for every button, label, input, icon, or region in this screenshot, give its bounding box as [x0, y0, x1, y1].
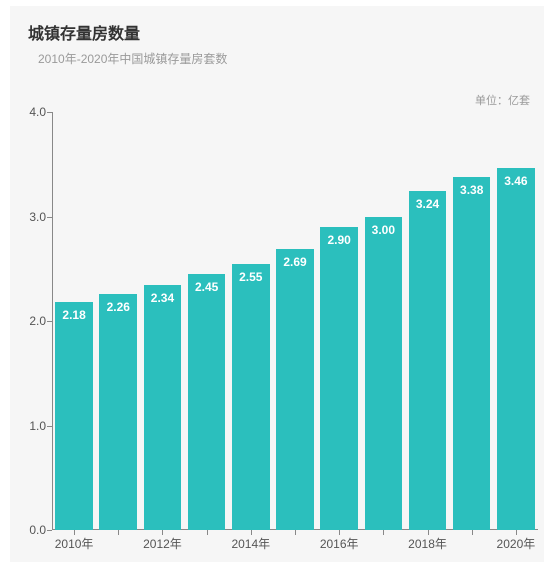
x-tick-mark [118, 530, 119, 535]
x-tick-mark [472, 530, 473, 535]
bar: 2.18 [55, 302, 93, 530]
y-tick-label: 3.0 [18, 210, 46, 224]
bar: 2.34 [144, 285, 182, 530]
bar: 2.90 [320, 227, 358, 530]
x-tick-label: 2010年 [55, 535, 94, 552]
bar: 3.24 [409, 191, 447, 530]
y-tick-mark [47, 112, 52, 113]
chart-plot-area: 0.01.02.03.04.02.182.262.342.452.552.692… [52, 112, 538, 530]
bar: 2.69 [276, 249, 314, 530]
bar-value-label: 3.46 [497, 174, 535, 188]
bar-value-label: 3.00 [365, 223, 403, 237]
chart-unit-label: 单位：亿套 [475, 92, 530, 108]
bar-value-label: 2.34 [144, 291, 182, 305]
bar: 3.46 [497, 168, 535, 530]
bar-value-label: 2.18 [55, 308, 93, 322]
x-tick-mark [207, 530, 208, 535]
y-tick-mark [47, 321, 52, 322]
bar-value-label: 2.26 [99, 300, 137, 314]
x-tick-label: 2018年 [408, 535, 447, 552]
bar: 2.55 [232, 264, 270, 530]
bar: 3.38 [453, 177, 491, 530]
chart-title: 城镇存量房数量 [28, 20, 140, 44]
bar: 3.00 [365, 217, 403, 531]
y-tick-mark [47, 426, 52, 427]
bar-value-label: 2.90 [320, 233, 358, 247]
y-axis [52, 112, 53, 530]
bar-value-label: 3.38 [453, 183, 491, 197]
x-tick-label: 2012年 [143, 535, 182, 552]
x-tick-label: 2016年 [320, 535, 359, 552]
bar: 2.26 [99, 294, 137, 530]
y-tick-mark [47, 217, 52, 218]
bar-value-label: 3.24 [409, 197, 447, 211]
bar-value-label: 2.55 [232, 270, 270, 284]
bar-value-label: 2.45 [188, 280, 226, 294]
x-tick-mark [295, 530, 296, 535]
bar: 2.45 [188, 274, 226, 530]
x-tick-label: 2020年 [497, 535, 536, 552]
chart-subtitle: 2010年-2020年中国城镇存量房套数 [38, 50, 227, 67]
x-tick-mark [383, 530, 384, 535]
y-tick-label: 2.0 [18, 314, 46, 328]
x-tick-label: 2014年 [231, 535, 270, 552]
bar-value-label: 2.69 [276, 255, 314, 269]
chart-card: 城镇存量房数量 2010年-2020年中国城镇存量房套数 单位：亿套 0.0 1.… [10, 6, 544, 562]
y-tick-label: 4.0 [18, 105, 46, 119]
y-tick-label: 0.0 [18, 523, 46, 537]
y-tick-mark [47, 530, 52, 531]
y-tick-label: 1.0 [18, 419, 46, 433]
